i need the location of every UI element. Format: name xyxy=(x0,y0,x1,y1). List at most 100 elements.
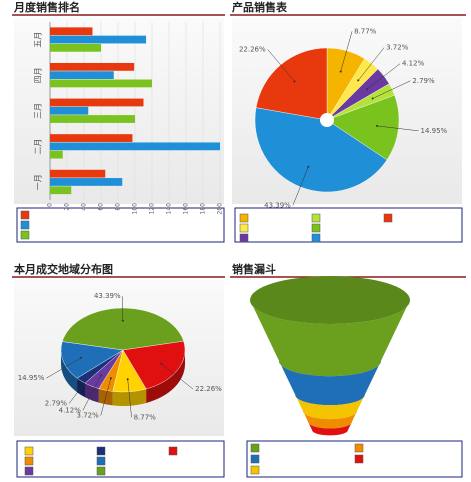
leader-dot xyxy=(121,319,124,322)
funnel-segment xyxy=(302,411,358,429)
legend-swatch xyxy=(168,446,178,456)
data-label: 3.72% xyxy=(386,44,409,52)
data-label: 4.12% xyxy=(59,406,82,414)
bar xyxy=(50,115,135,123)
x-tick-label: 180 xyxy=(200,203,207,215)
leader-dot xyxy=(126,378,129,381)
leader-dot xyxy=(365,88,368,91)
x-tick-label: 140 xyxy=(166,203,173,215)
leader-dot xyxy=(371,97,374,100)
bar xyxy=(50,169,106,178)
data-label: 8.77% xyxy=(134,413,157,421)
legend-swatch xyxy=(20,230,30,240)
leader-line xyxy=(68,371,94,404)
data-label: 43.39% xyxy=(264,202,291,210)
bar xyxy=(50,62,135,71)
data-label: 14.95% xyxy=(421,127,448,135)
bar xyxy=(50,43,101,52)
leader-line xyxy=(366,63,401,90)
x-tick-label: 200 xyxy=(217,203,224,215)
leader-dot xyxy=(160,362,163,365)
x-tick-label: 0 xyxy=(47,203,54,207)
bar xyxy=(50,106,89,115)
leader-line xyxy=(340,31,353,72)
y-tick-label: 三月 xyxy=(34,103,43,119)
pie-slice xyxy=(60,341,124,379)
leader-line xyxy=(82,375,102,411)
legend-swatch xyxy=(311,233,321,243)
leader-line xyxy=(46,357,82,379)
pie-hole xyxy=(320,113,334,127)
leader-line xyxy=(161,363,194,390)
data-label: 8.77% xyxy=(354,27,377,35)
legend-swatch xyxy=(96,446,106,456)
legend-swatch xyxy=(96,466,106,476)
bar xyxy=(50,178,123,186)
x-tick-label: 40 xyxy=(81,203,88,211)
bar xyxy=(50,71,114,80)
pie-slice xyxy=(122,340,186,390)
chart-title: 产品销售表 xyxy=(232,0,288,14)
bar xyxy=(50,134,133,142)
data-label: 43.39% xyxy=(94,292,121,300)
legend-swatch xyxy=(24,466,34,476)
leader-line xyxy=(267,49,295,82)
x-tick-label: 160 xyxy=(183,203,190,215)
leader-dot xyxy=(293,80,296,83)
legend-swatch xyxy=(239,223,249,233)
bar xyxy=(50,27,93,36)
leader-line xyxy=(377,125,419,132)
leader-line xyxy=(292,166,309,206)
funnel-segment xyxy=(250,300,410,377)
legend-swatch xyxy=(354,443,364,453)
legend-swatch xyxy=(311,223,321,233)
leader-dot xyxy=(357,79,360,82)
legend-swatch xyxy=(250,443,260,453)
slice-side xyxy=(146,350,185,403)
bar xyxy=(50,142,220,151)
legend-swatch xyxy=(96,456,106,466)
legend-swatch xyxy=(250,465,260,475)
chart-title: 本月成交地域分布图 xyxy=(14,262,113,276)
legend-swatch xyxy=(239,233,249,243)
bar xyxy=(50,35,147,44)
leader-dot xyxy=(307,165,310,168)
leader-line xyxy=(358,47,385,81)
bar xyxy=(50,98,144,107)
leader-dot xyxy=(376,124,379,127)
legend-swatch xyxy=(250,454,260,464)
leader-dot xyxy=(100,374,103,377)
legend-swatch xyxy=(354,454,364,464)
leader-dot xyxy=(109,377,112,380)
leader-line xyxy=(127,379,132,418)
data-label: 14.95% xyxy=(18,374,45,382)
funnel-segment xyxy=(295,394,365,420)
leader-dot xyxy=(80,356,83,359)
funnel-segment xyxy=(279,360,381,406)
legend-swatch xyxy=(20,210,30,220)
slice-side xyxy=(61,350,78,393)
x-tick-label: 80 xyxy=(115,203,122,211)
x-tick-label: 20 xyxy=(64,203,71,211)
data-label: 22.26% xyxy=(195,385,222,393)
leader-line xyxy=(100,378,112,416)
legend-swatch xyxy=(24,446,34,456)
y-tick-label: 五月 xyxy=(34,32,43,48)
data-label: 2.79% xyxy=(412,77,435,85)
chart-title: 月度销售排名 xyxy=(13,0,80,14)
y-tick-label: 一月 xyxy=(34,174,43,190)
leader-dot xyxy=(339,70,342,73)
bar xyxy=(50,79,152,88)
legend-swatch xyxy=(20,220,30,230)
x-tick-label: 120 xyxy=(149,203,156,215)
legend-swatch xyxy=(24,456,34,466)
legend-swatch xyxy=(383,213,393,223)
legend-swatch xyxy=(311,213,321,223)
chart-title: 销售漏斗 xyxy=(232,262,276,276)
legend-swatch xyxy=(239,213,249,223)
data-label: 22.26% xyxy=(239,45,266,53)
bar xyxy=(50,150,63,159)
x-tick-label: 100 xyxy=(132,203,139,215)
bar xyxy=(50,186,72,195)
